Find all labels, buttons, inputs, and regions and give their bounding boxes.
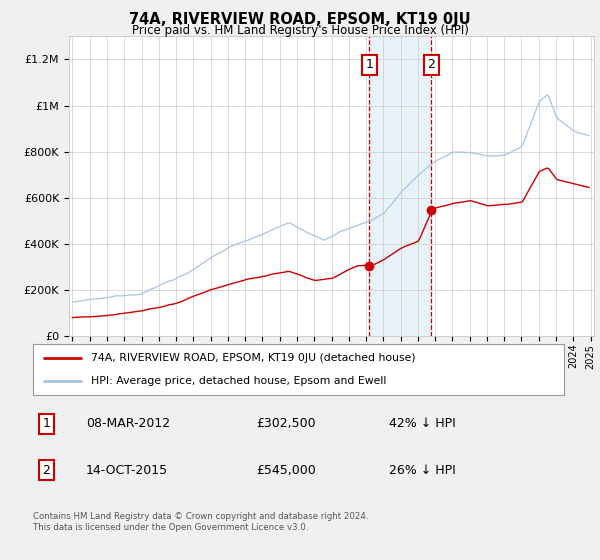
Text: 08-MAR-2012: 08-MAR-2012 [86, 417, 170, 430]
Text: 26% ↓ HPI: 26% ↓ HPI [389, 464, 455, 477]
Text: 74A, RIVERVIEW ROAD, EPSOM, KT19 0JU: 74A, RIVERVIEW ROAD, EPSOM, KT19 0JU [129, 12, 471, 27]
Text: 74A, RIVERVIEW ROAD, EPSOM, KT19 0JU (detached house): 74A, RIVERVIEW ROAD, EPSOM, KT19 0JU (de… [91, 353, 416, 363]
Text: HPI: Average price, detached house, Epsom and Ewell: HPI: Average price, detached house, Epso… [91, 376, 387, 386]
Text: Contains HM Land Registry data © Crown copyright and database right 2024.
This d: Contains HM Land Registry data © Crown c… [33, 512, 368, 532]
Text: Price paid vs. HM Land Registry's House Price Index (HPI): Price paid vs. HM Land Registry's House … [131, 24, 469, 36]
Bar [369, 36, 431, 336]
Text: 42% ↓ HPI: 42% ↓ HPI [389, 417, 455, 430]
Text: 1: 1 [365, 58, 373, 71]
Text: £302,500: £302,500 [256, 417, 316, 430]
Text: 2: 2 [428, 58, 436, 71]
Text: 2: 2 [43, 464, 50, 477]
Text: 1: 1 [43, 417, 50, 430]
Text: £545,000: £545,000 [256, 464, 316, 477]
Text: 14-OCT-2015: 14-OCT-2015 [86, 464, 168, 477]
